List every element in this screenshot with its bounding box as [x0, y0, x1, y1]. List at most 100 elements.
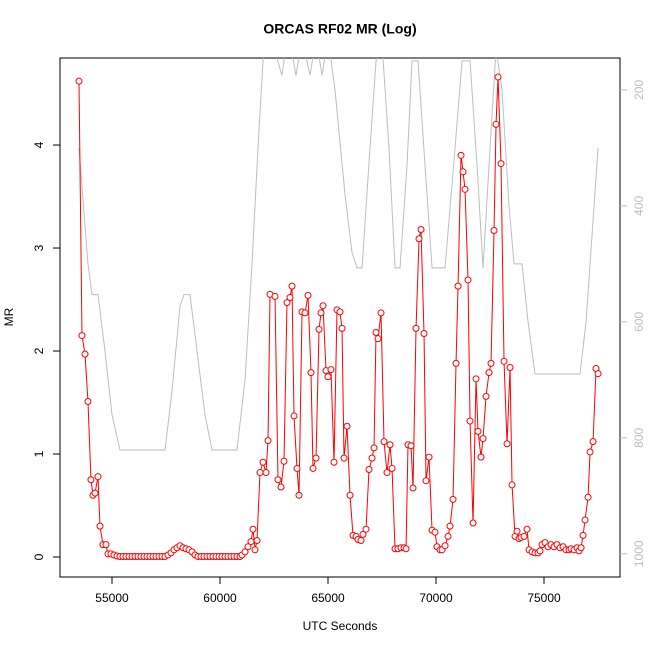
data-point — [374, 335, 382, 343]
x-tick-label: 55000 — [95, 591, 129, 605]
data-point — [286, 293, 294, 301]
data-point — [594, 370, 602, 378]
data-point — [251, 546, 259, 554]
data-point — [247, 538, 255, 546]
y2-tick-label: 600 — [632, 312, 646, 332]
data-point — [317, 309, 325, 317]
data-point — [324, 373, 332, 381]
data-point — [482, 392, 490, 400]
data-point — [487, 359, 495, 367]
data-point — [346, 491, 354, 499]
data-point — [492, 120, 500, 128]
data-point — [343, 422, 351, 430]
data-point — [380, 438, 388, 446]
y2-tick-label: 400 — [632, 196, 646, 216]
data-point — [457, 151, 465, 159]
data-point — [377, 309, 385, 317]
data-point — [372, 328, 380, 336]
data-point — [327, 366, 335, 374]
data-point — [259, 458, 267, 466]
data-point — [431, 528, 439, 536]
data-point — [264, 437, 272, 445]
data-point — [494, 73, 502, 81]
data-point — [81, 350, 89, 358]
data-point — [506, 364, 514, 372]
data-point — [295, 491, 303, 499]
data-point — [383, 469, 391, 477]
data-point — [288, 282, 296, 290]
data-point — [91, 489, 99, 497]
data-point — [309, 464, 317, 472]
data-point — [520, 532, 528, 540]
data-point — [422, 477, 430, 485]
data-point — [241, 548, 249, 556]
data-point — [368, 454, 376, 462]
data-point — [362, 525, 370, 533]
data-point — [444, 532, 452, 540]
data-point — [581, 516, 589, 524]
data-point — [586, 448, 594, 456]
data-point — [461, 185, 469, 193]
data-point — [96, 522, 104, 530]
data-point — [415, 235, 423, 243]
data-point — [253, 537, 261, 545]
data-point — [249, 525, 257, 533]
data-point — [464, 276, 472, 284]
data-point — [466, 417, 474, 425]
data-point — [577, 544, 585, 552]
data-point — [425, 453, 433, 461]
data-point — [271, 292, 279, 300]
y2-tick-label: 800 — [632, 427, 646, 447]
x-tick-label: 60000 — [203, 591, 237, 605]
data-point — [536, 547, 544, 555]
y2-tick-label: 200 — [632, 80, 646, 100]
y-tick-label: 3 — [32, 244, 46, 251]
plot-frame — [59, 57, 621, 578]
x-tick-label: 70000 — [419, 591, 453, 605]
data-point — [452, 359, 460, 367]
data-point — [589, 438, 597, 446]
data-point — [485, 369, 493, 377]
series-line — [78, 58, 599, 451]
data-point — [407, 442, 415, 450]
y-tick-label: 2 — [32, 347, 46, 354]
data-point — [388, 464, 396, 472]
data-point — [584, 493, 592, 501]
data-point — [459, 168, 467, 176]
data-point — [477, 453, 485, 461]
data-point — [340, 454, 348, 462]
data-point — [315, 325, 323, 333]
data-point — [386, 441, 394, 449]
data-point — [508, 481, 516, 489]
data-point — [409, 484, 417, 492]
data-point — [365, 465, 373, 473]
data-point — [412, 324, 420, 332]
y-tick-label: 0 — [32, 553, 46, 560]
data-point — [497, 160, 505, 168]
data-point — [446, 522, 454, 530]
data-point — [420, 330, 428, 338]
data-point — [523, 525, 531, 533]
data-point — [417, 225, 425, 233]
data-point — [336, 308, 344, 316]
y-tick-label: 4 — [32, 141, 46, 148]
y-axis-label: MR — [2, 307, 16, 326]
data-point — [244, 543, 252, 551]
y-tick-label: 1 — [32, 450, 46, 457]
data-point — [500, 357, 508, 365]
data-point — [75, 77, 83, 85]
data-point — [357, 537, 365, 545]
data-point — [359, 530, 367, 538]
data-point — [490, 227, 498, 235]
data-point — [277, 483, 285, 491]
plot-area — [75, 58, 602, 561]
data-point — [402, 545, 410, 553]
x-tick-label: 65000 — [311, 591, 345, 605]
data-point — [274, 476, 282, 484]
data-point — [312, 454, 320, 462]
data-point — [469, 519, 477, 527]
data-point — [78, 332, 86, 340]
data-point — [256, 469, 264, 477]
